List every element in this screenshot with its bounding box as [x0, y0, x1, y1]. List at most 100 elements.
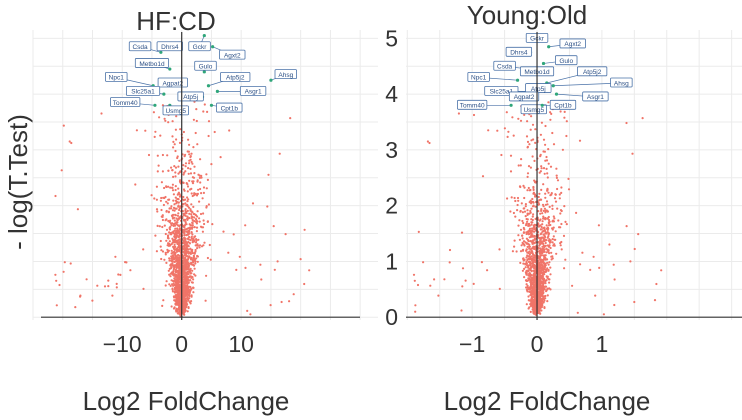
data-point	[500, 153, 503, 157]
highlight-point	[269, 78, 273, 82]
data-point	[96, 284, 99, 287]
data-point	[292, 293, 295, 296]
data-point	[196, 247, 199, 250]
data-point	[541, 275, 544, 278]
data-point	[522, 226, 525, 230]
data-point	[540, 249, 543, 253]
data-point	[85, 278, 88, 281]
data-point	[417, 230, 420, 233]
data-point	[540, 259, 543, 262]
data-point	[522, 231, 526, 234]
data-point	[429, 284, 432, 287]
data-point	[524, 224, 528, 227]
data-point	[174, 188, 177, 192]
data-point	[289, 117, 292, 120]
data-point	[135, 129, 138, 132]
highlight-point	[215, 89, 219, 93]
data-point	[173, 165, 176, 168]
data-point	[523, 276, 526, 279]
data-point	[541, 304, 544, 307]
data-point	[517, 199, 520, 202]
data-point	[205, 274, 208, 277]
data-point	[192, 180, 195, 183]
data-point	[521, 211, 525, 214]
data-point	[544, 294, 547, 298]
data-point	[625, 121, 628, 125]
data-point	[528, 227, 532, 230]
data-point	[173, 253, 176, 256]
data-point	[533, 247, 537, 251]
data-point	[519, 250, 523, 253]
data-point	[528, 272, 531, 275]
data-point	[185, 273, 188, 276]
data-point	[578, 139, 582, 142]
data-point	[177, 165, 180, 168]
data-point	[172, 146, 175, 149]
data-point	[172, 255, 175, 258]
data-point	[62, 124, 65, 127]
data-point	[172, 140, 175, 143]
data-point	[185, 251, 188, 254]
data-point	[176, 242, 179, 246]
data-point	[526, 284, 529, 287]
data-point	[522, 259, 525, 262]
data-point	[272, 225, 275, 228]
data-point	[528, 232, 531, 235]
data-point	[538, 263, 541, 266]
data-point	[608, 243, 611, 246]
data-point	[200, 192, 203, 195]
data-point	[184, 228, 187, 231]
data-point	[194, 262, 197, 265]
data-point	[554, 230, 557, 233]
gene-label-box	[457, 99, 488, 110]
data-point	[541, 223, 544, 226]
data-point	[273, 268, 276, 271]
data-point	[537, 225, 541, 228]
data-point	[550, 193, 553, 196]
data-point	[187, 257, 190, 261]
gene-label: Atp5j	[183, 94, 198, 101]
data-point	[111, 294, 114, 297]
data-point	[503, 127, 506, 130]
data-point	[534, 238, 537, 241]
data-point	[179, 179, 182, 182]
gene-label: Asgr1	[587, 94, 604, 101]
data-point	[528, 273, 531, 276]
data-point	[178, 234, 181, 238]
data-point	[187, 206, 191, 209]
data-point	[524, 266, 527, 269]
data-point	[182, 225, 185, 228]
data-point	[188, 179, 191, 182]
data-point	[155, 208, 159, 211]
data-point	[169, 186, 172, 189]
data-point	[175, 138, 178, 141]
data-point	[119, 273, 122, 276]
data-point	[527, 255, 530, 258]
highlight-point	[162, 92, 166, 96]
data-point	[525, 272, 528, 275]
data-point	[613, 278, 616, 281]
data-point	[169, 284, 172, 287]
data-point	[192, 176, 196, 179]
data-point	[188, 227, 192, 231]
data-point	[542, 138, 546, 141]
data-point	[556, 179, 560, 182]
data-point	[461, 267, 465, 270]
data-point	[266, 205, 269, 208]
panel-title: Young:Old	[467, 0, 587, 30]
data-point	[527, 257, 530, 260]
data-point	[531, 234, 534, 237]
data-point	[183, 308, 186, 311]
data-point	[540, 263, 544, 267]
gene-label: Tomm40	[460, 103, 485, 110]
data-point	[549, 273, 552, 276]
data-point	[554, 238, 557, 241]
data-point	[191, 269, 194, 272]
data-point	[565, 120, 568, 123]
data-point	[528, 143, 531, 146]
data-point	[537, 210, 540, 213]
data-point	[194, 131, 197, 135]
data-point	[183, 224, 186, 227]
data-point	[178, 302, 181, 305]
data-point	[161, 215, 164, 218]
